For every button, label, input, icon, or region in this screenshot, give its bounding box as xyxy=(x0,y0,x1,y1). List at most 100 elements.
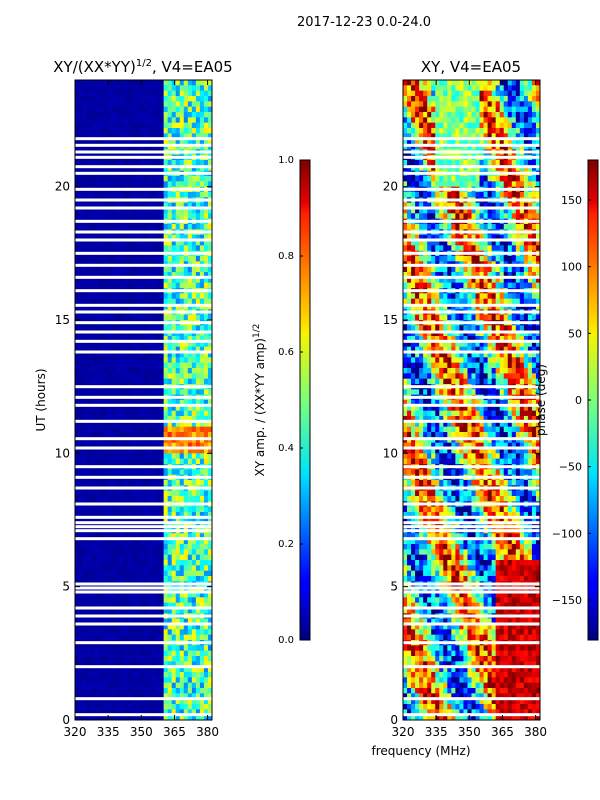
amplitude-heatmap-cell xyxy=(207,506,212,513)
phase-heatmap-cell xyxy=(435,85,440,92)
amplitude-heatmap-cell xyxy=(179,405,185,412)
amplitude-heatmap-cell xyxy=(107,656,112,662)
amplitude-heatmap-cell xyxy=(187,586,193,593)
amplitude-heatmap-cell xyxy=(139,245,144,252)
phase-heatmap-cell xyxy=(431,122,436,129)
amplitude-heatmap-cell xyxy=(103,357,108,364)
phase-heatmap-cell xyxy=(459,117,464,124)
amplitude-heatmap-cell xyxy=(199,666,205,673)
amplitude-heatmap-cell xyxy=(167,533,173,540)
amplitude-heatmap-cell xyxy=(175,554,181,561)
amplitude-heatmap-cell xyxy=(175,346,181,353)
amplitude-heatmap-cell xyxy=(163,133,169,140)
amplitude-heatmap-cell xyxy=(175,181,181,188)
amplitude-heatmap-cell xyxy=(155,293,161,300)
amplitude-heatmap-cell xyxy=(155,314,161,321)
amplitude-heatmap-cell xyxy=(167,128,173,134)
amplitude-heatmap-cell xyxy=(203,416,209,422)
amplitude-heatmap-cell xyxy=(87,496,92,502)
amplitude-title-suffix: , V4=EA05 xyxy=(152,58,233,76)
amplitude-heatmap-cell xyxy=(75,506,80,513)
amplitude-heatmap-cell xyxy=(191,490,197,497)
amplitude-heatmap-cell xyxy=(143,80,148,86)
amplitude-heatmap-cell xyxy=(159,533,165,540)
amplitude-heatmap-cell xyxy=(199,458,205,465)
amplitude-heatmap-cell xyxy=(123,490,128,497)
amplitude-heatmap-cell xyxy=(151,224,156,230)
amplitude-heatmap-cell xyxy=(79,373,84,380)
amplitude-heatmap-cell xyxy=(123,586,128,593)
amplitude-heatmap-cell xyxy=(99,101,104,108)
amplitude-heatmap-cell xyxy=(91,165,96,172)
amplitude-heatmap-cell xyxy=(159,656,165,662)
amplitude-heatmap-cell xyxy=(135,586,140,593)
amplitude-heatmap-cell xyxy=(155,389,161,396)
phase-heatmap-cell xyxy=(475,101,480,108)
amplitude-heatmap-cell xyxy=(91,517,96,524)
amplitude-heatmap-cell xyxy=(119,378,124,385)
amplitude-heatmap-cell xyxy=(131,80,136,86)
amplitude-heatmap-cell xyxy=(87,592,92,598)
amplitude-heatmap-cell xyxy=(187,517,193,524)
amplitude-heatmap-cell xyxy=(203,213,209,220)
amplitude-heatmap-cell xyxy=(163,85,169,92)
phase-heatmap-cell xyxy=(523,160,529,166)
amplitude-heatmap-cell xyxy=(107,645,112,652)
amplitude-heatmap-cell xyxy=(75,293,80,300)
amplitude-heatmap-cell xyxy=(151,357,156,364)
amplitude-heatmap-cell xyxy=(95,565,100,572)
amplitude-heatmap-cell xyxy=(111,256,116,262)
amplitude-heatmap-cell xyxy=(95,112,100,118)
amplitude-heatmap-cell xyxy=(203,533,209,540)
amplitude-heatmap-cell xyxy=(123,368,128,374)
phase-heatmap-cell xyxy=(491,133,497,140)
amplitude-heatmap-cell xyxy=(183,357,189,364)
amplitude-heatmap-cell xyxy=(183,650,189,657)
amplitude-heatmap-cell xyxy=(111,277,116,284)
amplitude-heatmap-cell xyxy=(127,661,132,668)
amplitude-heatmap-cell xyxy=(207,378,212,385)
amplitude-heatmap-cell xyxy=(203,325,209,332)
amplitude-heatmap-cell xyxy=(91,608,96,614)
phase-heatmap-cell xyxy=(487,106,493,113)
phase-heatmap-cell xyxy=(531,160,537,166)
amplitude-heatmap-cell xyxy=(103,661,108,668)
amplitude-heatmap-cell xyxy=(99,544,104,550)
amplitude-heatmap-cell xyxy=(187,618,193,625)
amplitude-heatmap-cell xyxy=(107,608,112,614)
phase-heatmap-cell xyxy=(499,160,505,166)
amplitude-heatmap-cell xyxy=(143,570,148,577)
amplitude-heatmap-cell xyxy=(163,421,169,428)
phase-heatmap-cell xyxy=(503,117,509,124)
amplitude-heatmap-cell xyxy=(147,341,152,348)
amplitude-heatmap-cell xyxy=(195,677,201,684)
phase-heatmap-cell xyxy=(503,106,509,113)
amplitude-heatmap-cell xyxy=(143,661,148,668)
amplitude-heatmap-cell xyxy=(175,714,181,720)
phase-heatmap-cell xyxy=(423,85,428,92)
amplitude-heatmap-cell xyxy=(127,202,132,209)
amplitude-heatmap-cell xyxy=(155,160,161,166)
phase-heatmap-cell xyxy=(511,181,517,188)
amplitude-heatmap-cell xyxy=(155,336,161,342)
amplitude-heatmap-cell xyxy=(87,565,92,572)
amplitude-heatmap-cell xyxy=(195,298,201,305)
amplitude-heatmap-cell xyxy=(123,352,128,358)
amplitude-heatmap-cell xyxy=(79,458,84,465)
amplitude-heatmap-cell xyxy=(203,314,209,321)
phase-heatmap-cell xyxy=(415,133,420,140)
amplitude-heatmap-cell xyxy=(155,634,161,641)
amplitude-heatmap-cell xyxy=(183,341,189,348)
amplitude-heatmap-cell xyxy=(175,368,181,374)
amplitude-heatmap-cell xyxy=(79,448,84,454)
amplitude-heatmap-cell xyxy=(207,181,212,188)
phase-heatmap-cell xyxy=(407,106,412,113)
phase-heatmap-cell xyxy=(447,117,452,124)
amplitude-heatmap-cell xyxy=(183,362,189,369)
amplitude-heatmap-cell xyxy=(175,208,181,214)
amplitude-heatmap-cell xyxy=(139,410,144,417)
amplitude-heatmap-cell xyxy=(111,698,116,705)
amplitude-heatmap-cell xyxy=(167,432,173,438)
amplitude-flagged-row xyxy=(75,665,212,669)
amplitude-heatmap-cell xyxy=(79,336,84,342)
